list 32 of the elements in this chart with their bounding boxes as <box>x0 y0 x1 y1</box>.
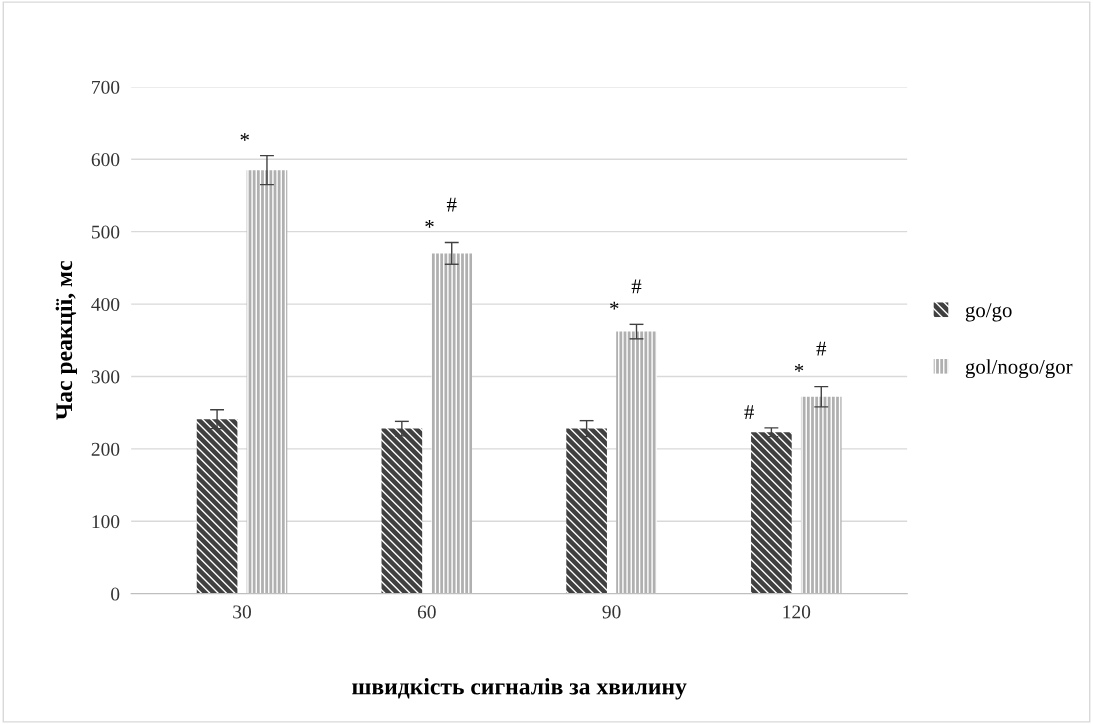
y-tick-label: 100 <box>92 515 120 529</box>
bar <box>431 253 473 594</box>
annotation: # <box>446 197 457 212</box>
bar <box>800 396 842 594</box>
y-axis-title: Час реакції, мс <box>55 261 77 420</box>
annotation: * <box>425 220 434 228</box>
bar <box>751 432 792 594</box>
y-tick-label: 500 <box>92 225 120 239</box>
annotation: * <box>794 364 804 372</box>
y-tick-label: 700 <box>92 80 120 94</box>
bar <box>381 428 423 594</box>
y-tick-label: 400 <box>91 297 120 312</box>
annotation: * <box>610 301 619 310</box>
bar <box>566 428 607 594</box>
y-tick-label: 200 <box>91 442 120 456</box>
annotation: # <box>631 279 642 294</box>
bar <box>246 170 288 594</box>
annotation: # <box>816 341 827 356</box>
x-tick-label: 30 <box>233 605 251 619</box>
x-tick-label: 120 <box>783 605 811 619</box>
legend-label: go/go <box>965 303 1012 322</box>
x-tick-label: 60 <box>417 605 436 619</box>
bar <box>616 331 657 594</box>
legend-label: gol/nogo/gor <box>965 359 1073 379</box>
y-tick-label: 0 <box>111 587 120 601</box>
x-tick-label: 90 <box>602 605 621 619</box>
y-tick-label: 300 <box>91 370 120 384</box>
bar <box>196 419 238 594</box>
annotation: # <box>744 405 754 419</box>
y-tick-label: 600 <box>91 153 120 167</box>
x-axis-title: швидкість сигналів за хвилину <box>352 677 687 700</box>
annotation: * <box>240 133 249 141</box>
